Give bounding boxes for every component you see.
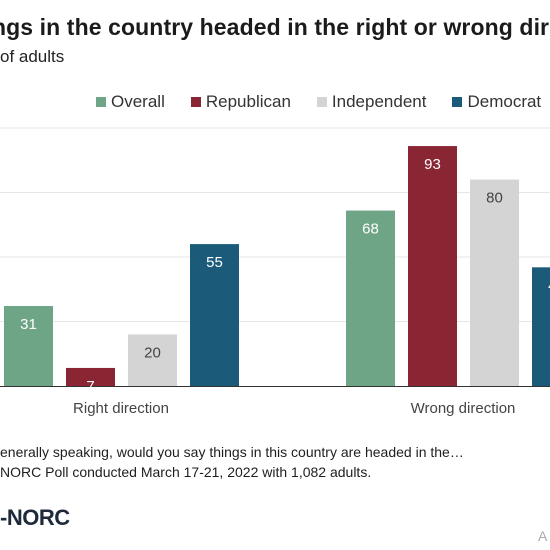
legend-item-independent: Independent xyxy=(316,92,427,112)
legend-label-overall: Overall xyxy=(111,92,165,111)
bar-republican-right xyxy=(66,367,115,386)
bar-chart: 31 7 20 55 Right direction 68 93 80 46 Wrong dire… xyxy=(0,127,550,417)
legend-item-republican: Republican xyxy=(190,92,291,112)
data-label: 93 xyxy=(424,156,441,173)
legend-swatch-overall xyxy=(96,97,106,107)
data-label: 80 xyxy=(486,190,503,207)
bar-overall-wrong xyxy=(346,210,395,386)
corner-mark: A xyxy=(538,528,548,544)
bar-democrat-wrong xyxy=(532,267,550,386)
data-label: 46 xyxy=(548,277,550,294)
norc-logo: -NORC xyxy=(0,505,70,530)
legend-label-republican: Republican xyxy=(205,92,291,111)
legend-item-overall: Overall xyxy=(96,92,165,112)
chart-title: ngs in the country headed in the right o… xyxy=(0,14,550,40)
legend-swatch-republican xyxy=(190,97,201,107)
bar-republican-wrong xyxy=(408,146,457,386)
legend: Overall Republican Independent Democrat xyxy=(96,92,541,112)
legend-item-democrat: Democrat xyxy=(452,92,541,112)
data-label: 31 xyxy=(20,316,37,333)
legend-label-democrat: Democrat xyxy=(467,92,542,111)
data-label: 55 xyxy=(206,254,223,271)
data-label: 68 xyxy=(362,221,379,238)
question-note: enerally speaking, would you say things … xyxy=(0,444,464,460)
x-tick-label: Right direction xyxy=(73,400,169,417)
x-tick-label: Wrong direction xyxy=(411,400,516,417)
bar-democrat-right xyxy=(190,244,239,386)
bar-overall-right xyxy=(4,306,53,386)
source-note: NORC Poll conducted March 17-21, 2022 wi… xyxy=(0,464,372,480)
bar-independent-right xyxy=(128,334,177,386)
bar-independent-wrong xyxy=(470,179,519,386)
data-label: 7 xyxy=(86,378,94,395)
legend-swatch-independent xyxy=(316,97,327,107)
data-label: 20 xyxy=(144,344,161,361)
legend-label-independent: Independent xyxy=(331,92,427,111)
legend-swatch-democrat xyxy=(452,97,463,107)
chart-subtitle: of adults xyxy=(0,47,65,66)
